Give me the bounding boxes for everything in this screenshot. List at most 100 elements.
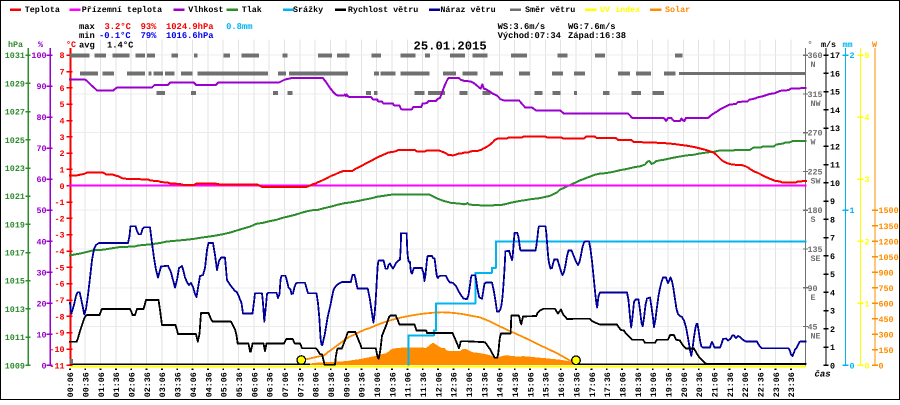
svg-text:16: 16: [830, 69, 840, 79]
svg-text:2: 2: [850, 51, 855, 61]
svg-text:270: 270: [808, 129, 823, 139]
svg-text:1019: 1019: [5, 220, 25, 230]
svg-text:90: 90: [36, 82, 46, 92]
svg-text:S: S: [811, 215, 816, 225]
svg-text:20:36: 20:36: [695, 372, 705, 397]
svg-text:-4: -4: [54, 247, 64, 257]
svg-text:22:36: 22:36: [757, 372, 767, 397]
svg-text:11: 11: [830, 161, 840, 171]
svg-text:50: 50: [36, 206, 46, 216]
svg-text:-8: -8: [54, 312, 64, 322]
svg-text:01:06: 01:06: [97, 372, 107, 397]
svg-text:2: 2: [865, 237, 870, 247]
svg-text:00:06: 00:06: [66, 372, 76, 397]
svg-text:1025: 1025: [5, 136, 25, 146]
svg-text:1031: 1031: [5, 51, 25, 61]
svg-text:1021: 1021: [5, 192, 25, 202]
svg-text:Západ:16:38: Západ:16:38: [568, 31, 626, 41]
svg-text:-6: -6: [54, 280, 64, 290]
svg-text:18:06: 18:06: [618, 372, 628, 397]
svg-text:1050: 1050: [879, 253, 899, 263]
svg-text:08:06: 08:06: [312, 372, 322, 397]
svg-text:-11: -11: [49, 361, 64, 371]
svg-text:10: 10: [830, 179, 840, 189]
svg-text:%: %: [38, 40, 44, 50]
svg-text:1500: 1500: [879, 206, 899, 216]
svg-text:10: 10: [36, 330, 46, 340]
svg-text:21:36: 21:36: [726, 372, 736, 397]
svg-text:1015: 1015: [5, 277, 25, 287]
svg-text:1009: 1009: [5, 361, 25, 371]
svg-text:min: min: [79, 31, 95, 41]
svg-text:UV index: UV index: [600, 5, 640, 15]
svg-text:900: 900: [879, 268, 894, 278]
svg-text:-5: -5: [54, 263, 64, 273]
svg-text:14:36: 14:36: [511, 372, 521, 397]
svg-text:02:06: 02:06: [128, 372, 138, 397]
svg-text:4: 4: [830, 288, 835, 298]
svg-text:-2: -2: [54, 214, 64, 224]
svg-text:-7: -7: [54, 296, 64, 306]
svg-text:1013: 1013: [5, 305, 25, 315]
svg-text:20:06: 20:06: [680, 372, 690, 397]
svg-text:80: 80: [36, 113, 46, 123]
svg-text:čas: čas: [815, 370, 831, 380]
svg-text:05:36: 05:36: [235, 372, 245, 397]
svg-text:N: N: [811, 60, 816, 70]
svg-text:1016.6hPa: 1016.6hPa: [166, 31, 214, 41]
svg-text:-3: -3: [54, 231, 64, 241]
svg-text:03:06: 03:06: [158, 372, 168, 397]
svg-text:6: 6: [830, 252, 835, 262]
svg-text:4: 4: [59, 117, 64, 127]
svg-text:450: 450: [879, 315, 894, 325]
svg-text:1: 1: [850, 206, 855, 216]
svg-text:Teplota: Teplota: [25, 5, 60, 15]
svg-text:1023: 1023: [5, 164, 25, 174]
svg-text:300: 300: [879, 330, 894, 340]
svg-text:9: 9: [830, 197, 835, 207]
svg-text:10:36: 10:36: [388, 372, 398, 397]
svg-text:150: 150: [879, 346, 894, 356]
svg-text:12:06: 12:06: [434, 372, 444, 397]
svg-text:8: 8: [59, 51, 64, 61]
svg-text:7: 7: [59, 68, 64, 78]
svg-text:15:36: 15:36: [542, 372, 552, 397]
svg-text:3: 3: [865, 175, 870, 185]
svg-text:40: 40: [36, 237, 46, 247]
svg-text:600: 600: [879, 299, 894, 309]
svg-text:Východ:07:34: Východ:07:34: [498, 31, 562, 41]
svg-text:16:06: 16:06: [557, 372, 567, 397]
svg-text:max: max: [79, 22, 96, 32]
svg-text:-0.1°C: -0.1°C: [99, 31, 131, 41]
svg-text:09:36: 09:36: [358, 372, 368, 397]
svg-text:avg: avg: [79, 41, 95, 51]
svg-text:93%: 93%: [141, 22, 158, 32]
svg-text:1: 1: [59, 165, 64, 175]
svg-text:45: 45: [808, 323, 818, 333]
svg-text:6: 6: [59, 84, 64, 94]
svg-text:-9: -9: [54, 329, 64, 339]
svg-text:SW: SW: [811, 177, 822, 187]
svg-text:06:36: 06:36: [266, 372, 276, 397]
svg-text:1027: 1027: [5, 108, 25, 118]
svg-text:13:06: 13:06: [465, 372, 475, 397]
svg-text:0: 0: [830, 361, 835, 371]
svg-text:WG:7.6m/s: WG:7.6m/s: [568, 22, 616, 32]
svg-text:25.01.2015: 25.01.2015: [414, 40, 487, 54]
svg-text:23:06: 23:06: [772, 372, 782, 397]
svg-text:60: 60: [36, 175, 46, 185]
svg-text:1: 1: [865, 299, 870, 309]
svg-text:m/s: m/s: [821, 40, 836, 50]
svg-text:02:36: 02:36: [143, 372, 153, 397]
svg-text:04:06: 04:06: [189, 372, 199, 397]
svg-text:00:36: 00:36: [82, 372, 92, 397]
svg-text:5: 5: [59, 100, 64, 110]
svg-text:11:36: 11:36: [419, 372, 429, 397]
svg-text:2: 2: [59, 149, 64, 159]
svg-text:70: 70: [36, 144, 46, 154]
svg-text:mm: mm: [843, 40, 853, 50]
svg-text:3: 3: [830, 307, 835, 317]
svg-text:Vlhkost: Vlhkost: [188, 5, 223, 15]
svg-text:0: 0: [865, 361, 870, 371]
svg-text:WS:3.6m/s: WS:3.6m/s: [498, 22, 546, 32]
